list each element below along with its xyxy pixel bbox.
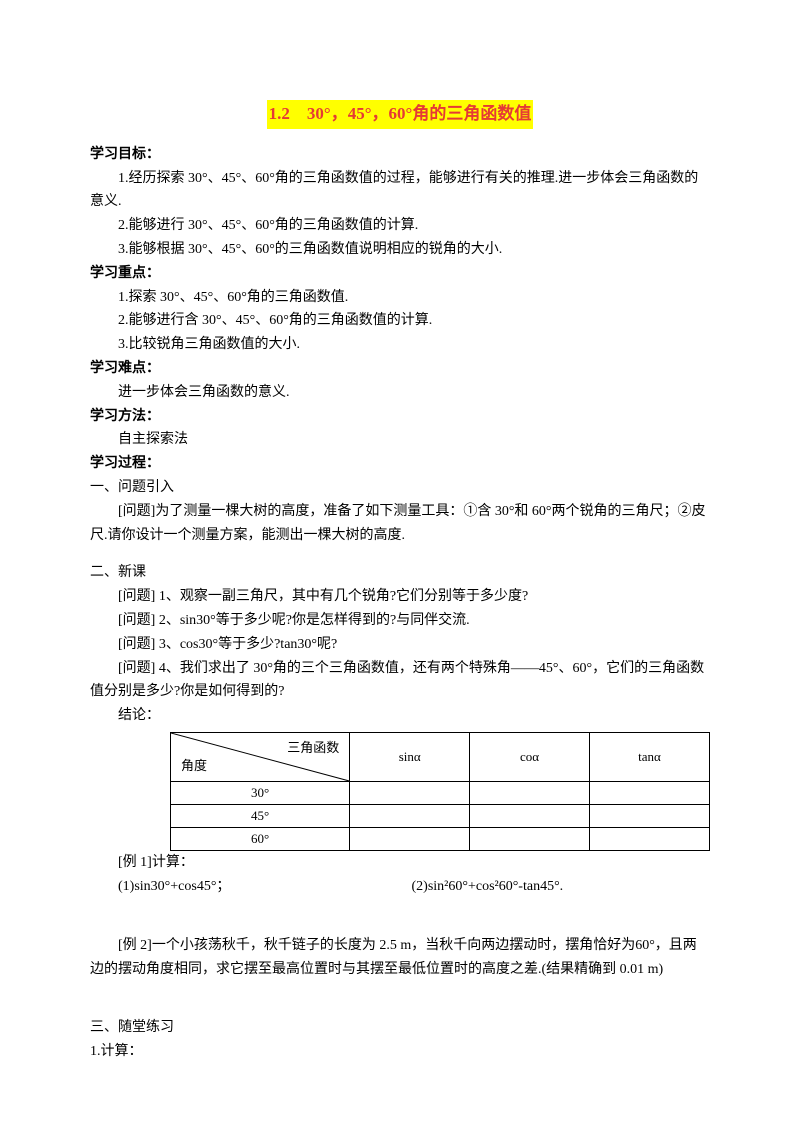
heading-method: 学习方法： (90, 405, 710, 429)
table-cell (470, 805, 590, 828)
table-header-top: 三角函数 (287, 737, 339, 759)
heading-process: 学习过程： (90, 452, 710, 476)
table-cell (590, 782, 710, 805)
spacer (90, 899, 710, 934)
heading-goal: 学习目标： (90, 143, 710, 167)
goal-item: 2.能够进行 30°、45°、60°角的三角函数值的计算. (90, 214, 710, 238)
table-col-header: tanα (590, 733, 710, 782)
table-diag-header: 三角函数 角度 (171, 733, 350, 782)
spacer (90, 547, 710, 561)
table-header-bottom: 角度 (181, 755, 207, 777)
example-2: [例 2]一个小孩荡秋千，秋千链子的长度为 2.5 m，当秋千向两边摆动时，摆角… (90, 934, 710, 982)
example-1b: (2)sin²60°+cos²60°-tan45°. (412, 879, 564, 894)
table-row-header: 60° (171, 828, 350, 851)
table-cell (590, 805, 710, 828)
difficulty-text: 进一步体会三角函数的意义. (90, 381, 710, 405)
section-3-item: 1.计算： (90, 1040, 710, 1064)
focus-item: 2.能够进行含 30°、45°、60°角的三角函数值的计算. (90, 309, 710, 333)
heading-difficulty: 学习难点： (90, 357, 710, 381)
section-2-title: 二、新课 (90, 561, 710, 585)
table-cell (470, 828, 590, 851)
question-item: [问题] 1、观察一副三角尺，其中有几个锐角?它们分别等于多少度? (90, 585, 710, 609)
focus-item: 1.探索 30°、45°、60°角的三角函数值. (90, 286, 710, 310)
question-item: [问题] 4、我们求出了 30°角的三个三角函数值，还有两个特殊角——45°、6… (90, 657, 710, 705)
table-col-header: sinα (350, 733, 470, 782)
table-col-header: coα (470, 733, 590, 782)
table-cell (590, 828, 710, 851)
question-item: [问题] 2、sin30°等于多少呢?你是怎样得到的?与同伴交流. (90, 609, 710, 633)
question-item: [问题] 3、cos30°等于多少?tan30°呢? (90, 633, 710, 657)
table-cell (350, 805, 470, 828)
goal-item: 3.能够根据 30°、45°、60°的三角函数值说明相应的锐角的大小. (90, 238, 710, 262)
table-row-header: 30° (171, 782, 350, 805)
section-1-title: 一、问题引入 (90, 476, 710, 500)
heading-focus: 学习重点： (90, 262, 710, 286)
table-cell (350, 828, 470, 851)
example-1-items: (1)sin30°+cos45°； (2)sin²60°+cos²60°-tan… (118, 875, 710, 899)
table-row-header: 45° (171, 805, 350, 828)
section-3-title: 三、随堂练习 (90, 1016, 710, 1040)
method-text: 自主探索法 (90, 428, 710, 452)
example-1a: (1)sin30°+cos45°； (118, 875, 408, 899)
page-title: 1.2 30°，45°，60°角的三角函数值 (267, 100, 534, 129)
table-cell (470, 782, 590, 805)
example-1-label: [例 1]计算： (90, 851, 710, 875)
trig-table: 三角函数 角度 sinα coα tanα 30° 45° 60° (170, 732, 710, 851)
table-cell (350, 782, 470, 805)
conclusion-label: 结论： (90, 704, 710, 728)
spacer (90, 981, 710, 1016)
focus-item: 3.比较锐角三角函数值的大小. (90, 333, 710, 357)
goal-item: 1.经历探索 30°、45°、60°角的三角函数值的过程，能够进行有关的推理.进… (90, 167, 710, 215)
section-1-text: [问题]为了测量一棵大树的高度，准备了如下测量工具：①含 30°和 60°两个锐… (90, 500, 710, 548)
